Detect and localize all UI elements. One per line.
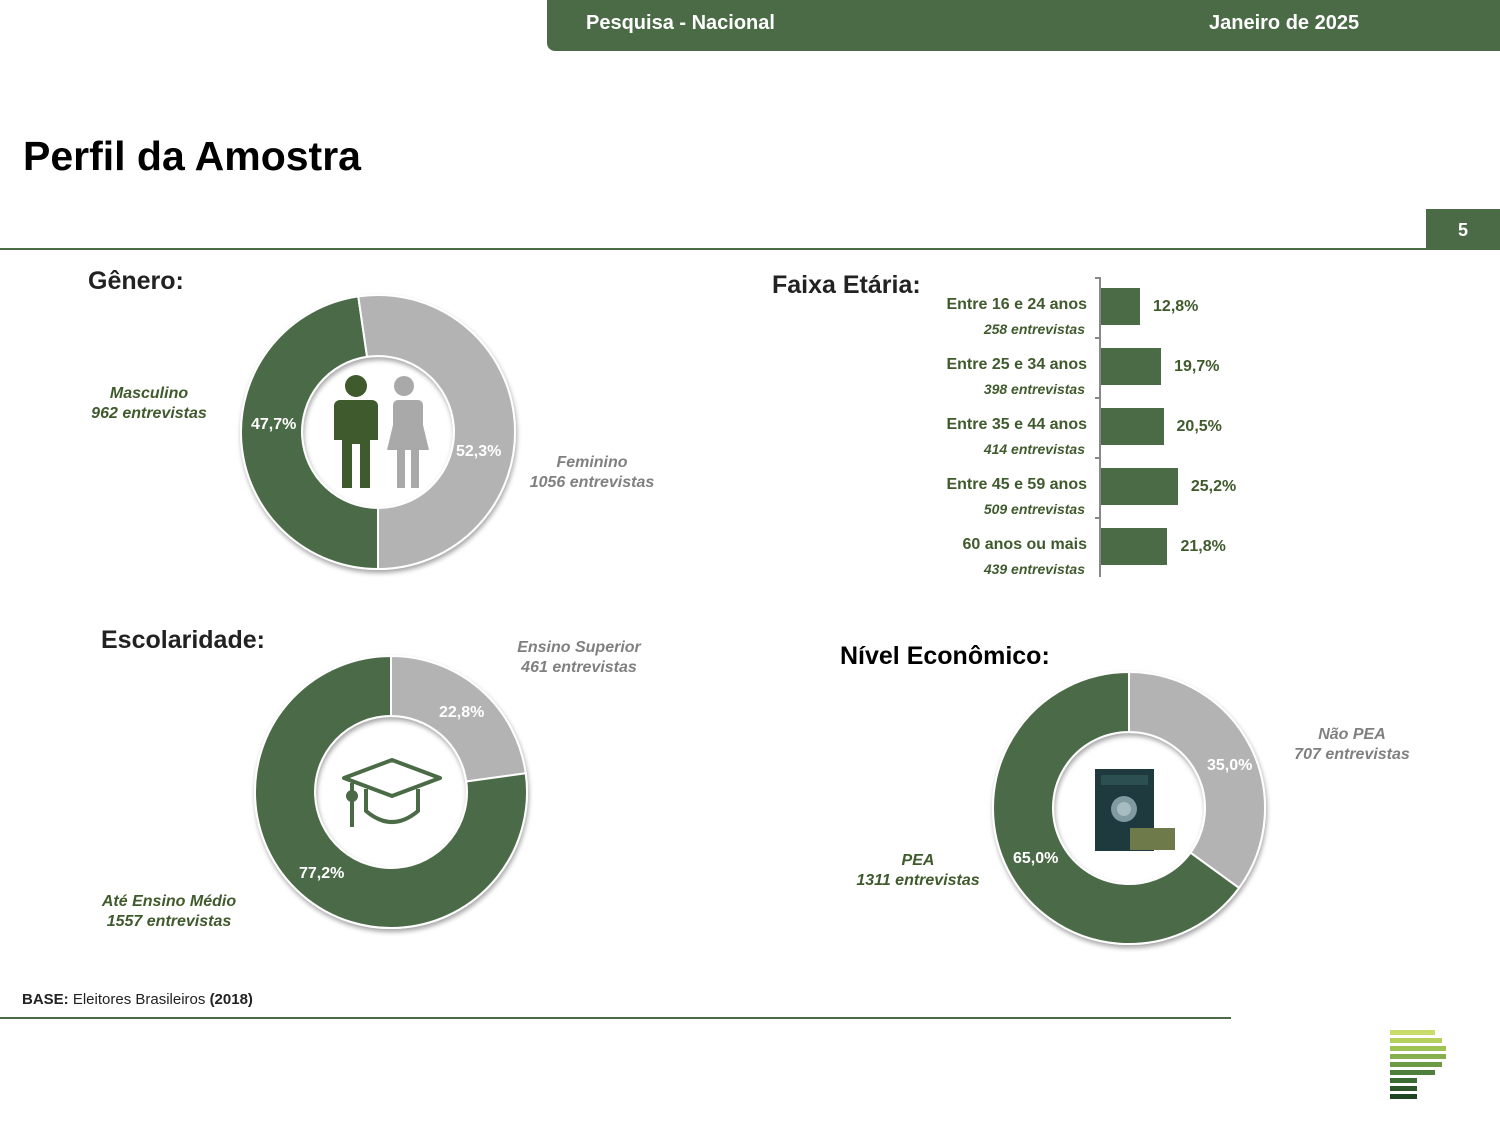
- education-higher-pct: 22,8%: [439, 704, 485, 721]
- age-bar: [1101, 528, 1168, 565]
- economic-npea-pct: 35,0%: [1207, 757, 1253, 774]
- age-interviews-label: 414 entrevistas: [983, 441, 1085, 457]
- age-value-label: 12,8%: [1153, 298, 1199, 315]
- age-interviews-label: 398 entrevistas: [983, 381, 1085, 397]
- company-logo: [1390, 1030, 1450, 1100]
- education-secondary-label: Até Ensino Médio 1557 entrevistas: [101, 893, 237, 930]
- age-bar: [1101, 348, 1162, 385]
- age-axis-tick: [1095, 397, 1101, 399]
- age-category-label: Entre 25 e 34 anos: [946, 356, 1087, 373]
- age-category-label: Entre 35 e 44 anos: [946, 416, 1087, 433]
- man-woman-icon: [334, 375, 429, 488]
- age-category-label: Entre 16 e 24 anos: [946, 296, 1087, 313]
- age-axis: [1099, 277, 1101, 577]
- age-title: Faixa Etária:: [772, 271, 921, 299]
- economic-npea-label: Não PEA 707 entrevistas: [1294, 726, 1410, 763]
- age-interviews-label: 258 entrevistas: [983, 321, 1085, 337]
- age-value-label: 20,5%: [1176, 418, 1222, 435]
- economic-npea-slice: [1128, 670, 1266, 890]
- age-bar: [1101, 468, 1178, 505]
- work-card-icon: [1095, 769, 1175, 851]
- age-interviews-label: 439 entrevistas: [983, 561, 1085, 577]
- age-category-label: Entre 45 e 59 anos: [946, 476, 1087, 493]
- education-higher-label: Ensino Superior 461 entrevistas: [517, 639, 641, 676]
- gender-female-slice: [357, 294, 516, 571]
- gender-title: Gênero:: [88, 267, 184, 295]
- page-title: Perfil da Amostra: [23, 133, 361, 179]
- economic-title: Nível Econômico:: [840, 642, 1050, 670]
- education-secondary-slice: [254, 654, 528, 929]
- footer-divider: [0, 1017, 1231, 1019]
- education-title: Escolaridade:: [101, 626, 265, 654]
- economic-donut: [992, 670, 1266, 945]
- age-bar: [1101, 288, 1141, 325]
- age-bar: [1101, 408, 1164, 445]
- age-axis-tick: [1095, 277, 1101, 279]
- age-value-label: 19,7%: [1174, 358, 1220, 375]
- education-secondary-pct: 77,2%: [299, 865, 345, 882]
- education-donut: [254, 654, 528, 929]
- gender-female-pct: 52,3%: [456, 443, 502, 460]
- header-bar: Pesquisa - Nacional Janeiro de 2025: [547, 0, 1500, 51]
- age-axis-tick: [1095, 517, 1101, 519]
- graduation-cap-icon: [342, 758, 442, 827]
- base-note: BASE: Eleitores Brasileiros (2018): [22, 991, 253, 1008]
- economic-pea-pct: 65,0%: [1013, 850, 1059, 867]
- age-value-label: 21,8%: [1180, 538, 1226, 555]
- page-number: 5: [1426, 209, 1500, 249]
- age-axis-tick: [1095, 337, 1101, 339]
- top-divider: [0, 248, 1500, 250]
- economic-pea-label: PEA 1311 entrevistas: [856, 852, 980, 889]
- gender-male-pct: 47,7%: [251, 416, 297, 433]
- age-interviews-label: 509 entrevistas: [983, 501, 1085, 517]
- gender-male-label: Masculino 962 entrevistas: [91, 385, 207, 422]
- age-value-label: 25,2%: [1190, 478, 1237, 495]
- age-category-label: 60 anos ou mais: [962, 536, 1088, 553]
- survey-name: Pesquisa - Nacional: [586, 12, 775, 34]
- gender-female-label: Feminino 1056 entrevistas: [529, 454, 655, 491]
- age-axis-tick: [1095, 457, 1101, 459]
- economic-pea-slice: [992, 670, 1241, 945]
- survey-date: Janeiro de 2025: [1209, 12, 1360, 34]
